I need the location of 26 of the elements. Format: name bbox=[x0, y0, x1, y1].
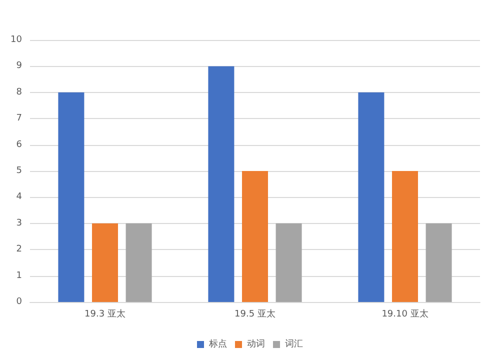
y-tick-label: 5 bbox=[16, 166, 22, 176]
x-tick-label: 19.5 亚太 bbox=[234, 308, 276, 320]
y-tick-label: 7 bbox=[16, 114, 22, 124]
legend-label: 标点 bbox=[208, 338, 227, 350]
y-tick-label: 0 bbox=[16, 297, 22, 307]
y-tick-label: 6 bbox=[16, 140, 22, 150]
y-tick-label: 9 bbox=[16, 61, 22, 72]
bar bbox=[58, 92, 84, 302]
y-tick-label: 3 bbox=[16, 218, 22, 228]
bar bbox=[92, 223, 118, 302]
y-tick-label: 8 bbox=[16, 87, 22, 98]
legend-label: 词汇 bbox=[285, 338, 303, 350]
bar bbox=[358, 92, 384, 302]
x-tick-label: 19.3 亚太 bbox=[84, 308, 126, 320]
y-tick-label: 1 bbox=[16, 270, 22, 281]
bar bbox=[426, 223, 452, 302]
bar bbox=[126, 223, 152, 302]
legend-label: 动词 bbox=[247, 338, 265, 350]
x-tick-label: 19.10 亚太 bbox=[382, 308, 428, 320]
bar bbox=[208, 66, 234, 302]
y-tick-label: 4 bbox=[16, 192, 22, 202]
y-tick-label: 2 bbox=[16, 244, 22, 255]
y-tick-label: 10 bbox=[10, 35, 22, 45]
bar bbox=[392, 171, 418, 302]
bar bbox=[242, 171, 268, 302]
bar bbox=[276, 223, 302, 302]
